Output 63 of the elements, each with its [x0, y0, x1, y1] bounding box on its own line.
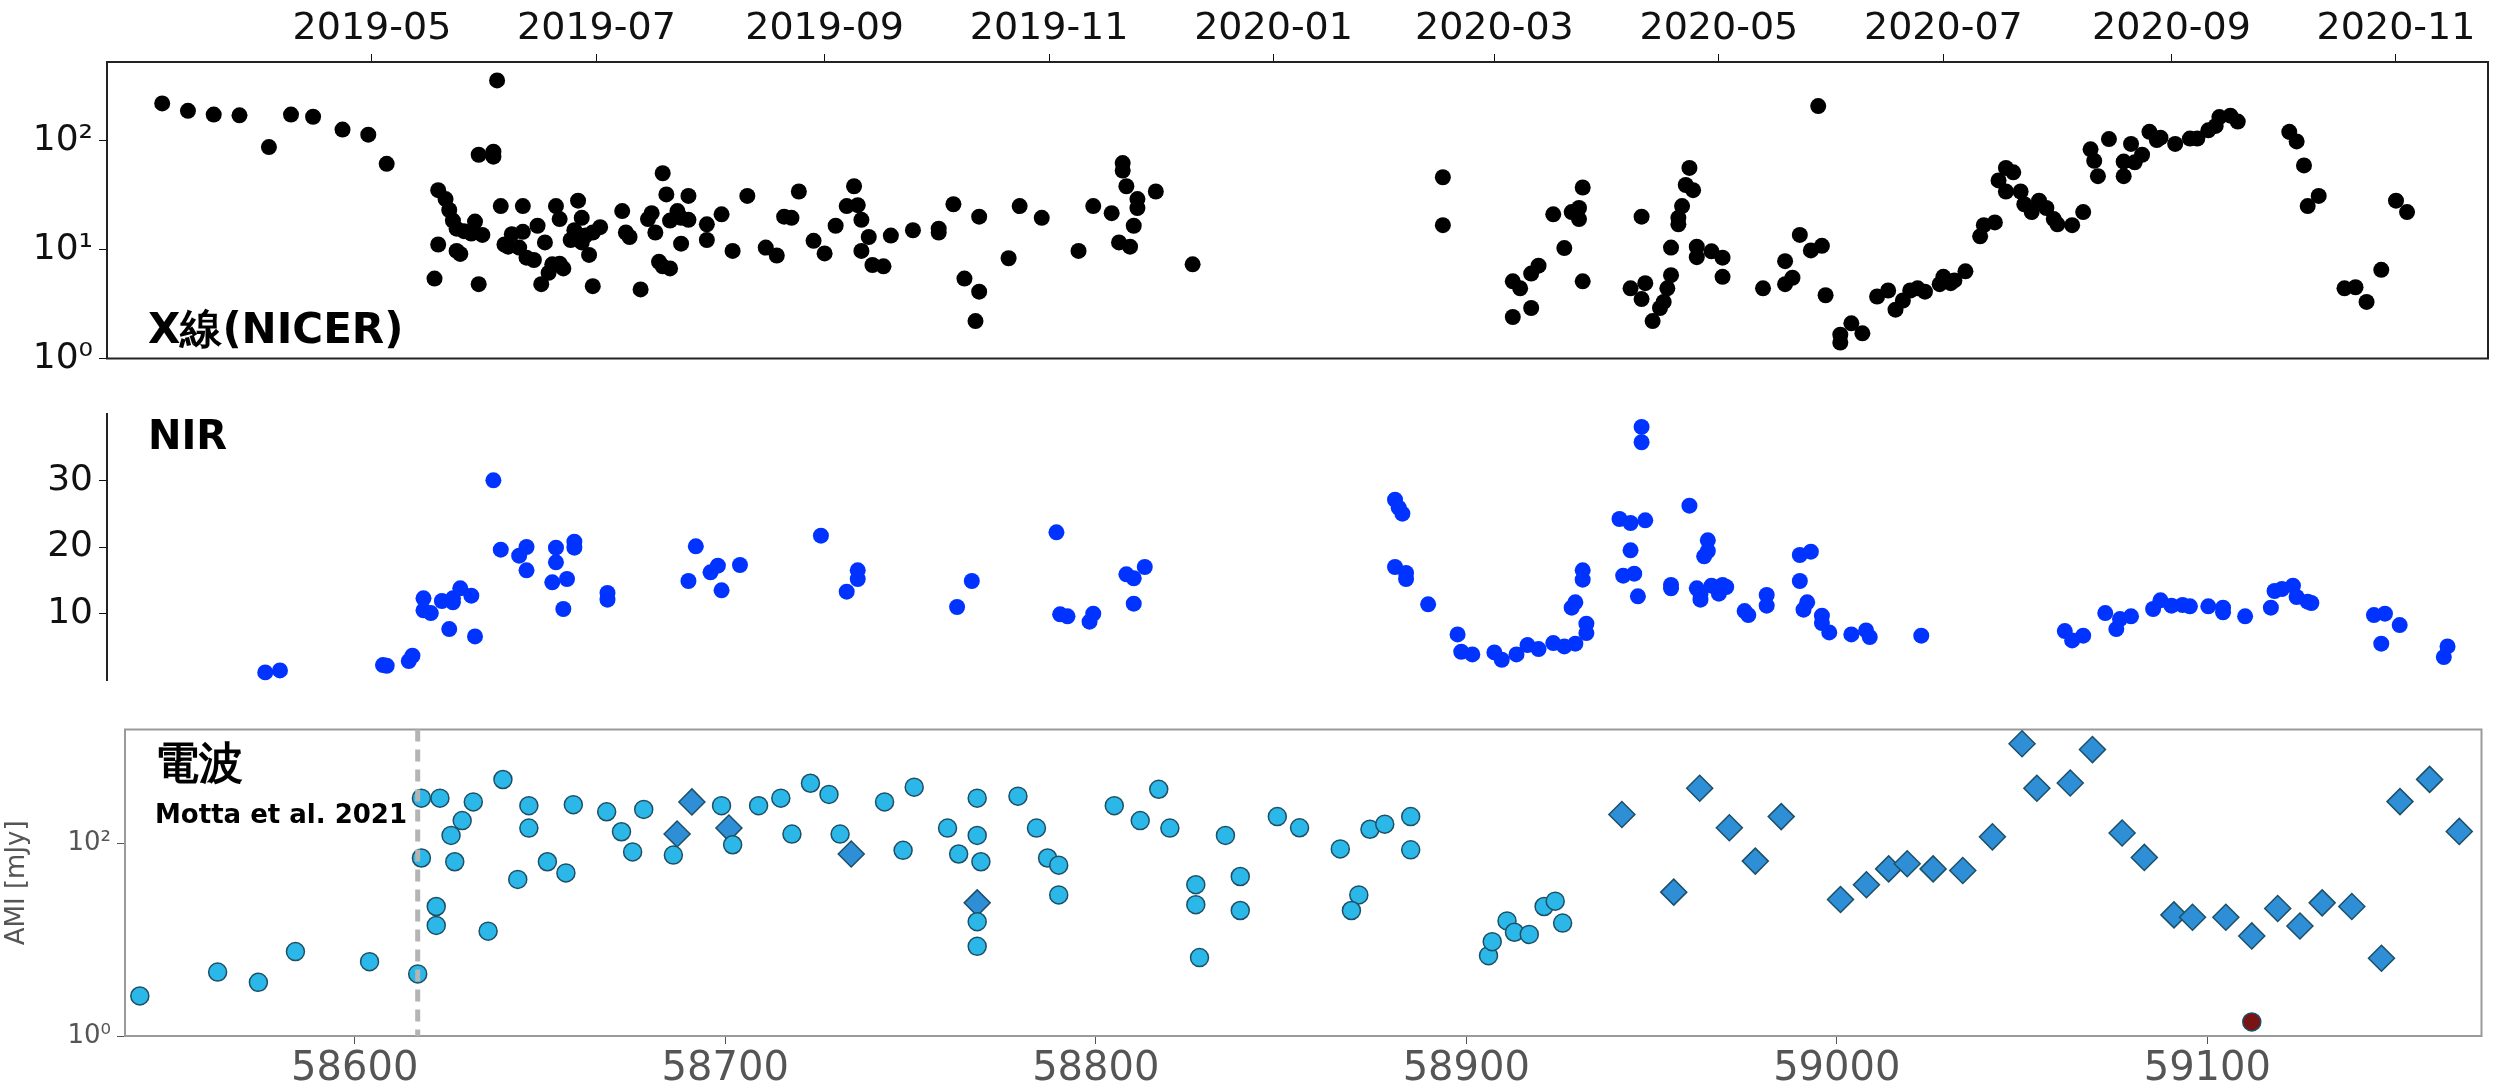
x-tick-label: 2019-07 — [517, 4, 676, 49]
x-tick-label: 2020-05 — [1639, 4, 1799, 49]
point — [2338, 892, 2366, 921]
x-tick-label: 2019-11 — [969, 4, 1129, 49]
point — [1685, 774, 1714, 802]
point — [2108, 819, 2136, 847]
point — [1919, 855, 1947, 883]
point — [1893, 850, 1921, 878]
y-tick-label: 10² — [32, 116, 93, 158]
point — [2415, 765, 2444, 794]
point — [2078, 735, 2107, 764]
point — [2242, 1012, 2262, 1032]
point — [1978, 823, 2007, 851]
x-tick-label: 2020-07 — [1863, 4, 2023, 49]
x-tick-label: 2020-09 — [2092, 4, 2251, 49]
y-tick-label: 10⁰ — [67, 1018, 111, 1049]
point — [1608, 800, 1636, 829]
point — [2008, 730, 2036, 758]
x-tick-label: 59000 — [1773, 1043, 1901, 1085]
y-tick-label: 30 — [47, 456, 93, 498]
point — [1660, 878, 1688, 906]
point — [837, 840, 865, 868]
point — [663, 820, 691, 848]
point — [1715, 814, 1744, 842]
point — [2212, 903, 2240, 932]
y-tick-label: 10² — [67, 825, 111, 856]
point — [2263, 894, 2292, 923]
y-tick-label: 10 — [47, 590, 93, 632]
x-tick-label: 2019-09 — [745, 4, 904, 49]
point — [1852, 870, 1881, 899]
y-tick-label: 10¹ — [32, 225, 93, 267]
x-tick-label: 2020-11 — [2316, 4, 2476, 49]
point — [1741, 847, 1770, 875]
point — [2445, 817, 2474, 846]
x-tick-label: 2020-03 — [1414, 4, 1574, 49]
y-axis-title: AMI [mJy] — [0, 820, 31, 946]
x-tick-label: 58700 — [661, 1043, 789, 1085]
point — [2308, 889, 2336, 917]
y-tick-label: 20 — [47, 523, 93, 565]
x-tick-label: 2019-05 — [292, 4, 452, 49]
point — [2130, 843, 2159, 872]
x-tick-label: 58800 — [1032, 1043, 1160, 1085]
point — [1874, 855, 1903, 883]
annotation: NIR — [148, 412, 228, 458]
point — [2056, 769, 2084, 797]
point — [2367, 944, 2396, 972]
point — [2238, 922, 2266, 950]
point — [2286, 912, 2314, 940]
y-tick-label: 10⁰ — [32, 334, 93, 376]
x-tick-label: 58600 — [291, 1043, 419, 1085]
x-tick-label: 58900 — [1402, 1043, 1530, 1085]
point — [1826, 885, 1855, 914]
point — [678, 788, 706, 816]
annotation: 電波 — [155, 737, 243, 789]
point — [1949, 856, 1977, 885]
annotation: X線(NICER) — [148, 304, 404, 354]
point — [1767, 802, 1795, 831]
x-tick-label: 59100 — [2143, 1043, 2271, 1085]
x-tick-label: 2020-01 — [1194, 4, 1353, 49]
point — [2386, 787, 2414, 816]
annotation: Motta et al. 2021 — [155, 799, 408, 830]
point — [2178, 903, 2207, 932]
point — [2023, 774, 2051, 802]
